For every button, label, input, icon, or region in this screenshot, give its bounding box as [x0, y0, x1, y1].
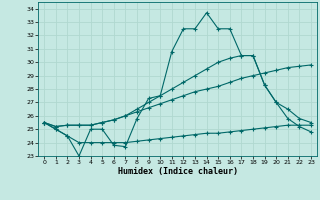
X-axis label: Humidex (Indice chaleur): Humidex (Indice chaleur) — [118, 167, 238, 176]
